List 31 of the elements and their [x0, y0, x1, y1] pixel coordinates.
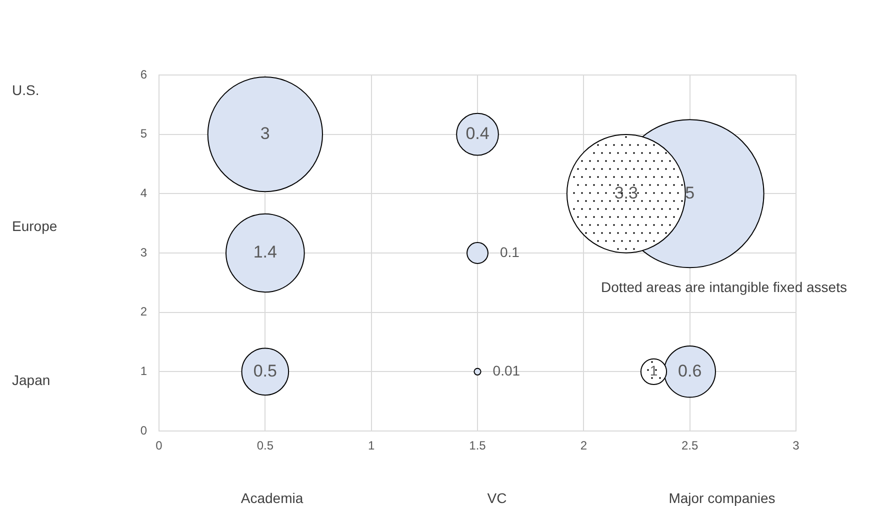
text: Academia — [240, 490, 304, 506]
text: Japan — [12, 372, 50, 388]
y-tick-label: 4 — [140, 186, 148, 200]
x-tick-label: 2.5 — [681, 438, 698, 453]
annotation: Dotted areas are intangible fixed assets — [601, 279, 847, 295]
y-tick-label: 3 — [140, 245, 148, 260]
x-tick-label: 1 — [368, 438, 375, 453]
text: U.S. — [12, 82, 40, 98]
annotation: 0.01 — [492, 362, 520, 379]
annotation: 3.3 — [614, 183, 638, 202]
text: Europe — [12, 218, 58, 234]
x-tick-label: 3 — [792, 438, 800, 453]
x-tick-label: 0 — [156, 438, 163, 453]
y-tick-label: 5 — [140, 126, 148, 141]
annotation: 0.5 — [253, 361, 277, 380]
y-tick-label: 1 — [140, 364, 148, 378]
y-tick-label: 0 — [140, 423, 148, 438]
text: VC — [487, 490, 507, 506]
x-tick-label: 2 — [580, 438, 588, 453]
y-tick-label: 2 — [140, 304, 148, 319]
annotation: 1.4 — [253, 242, 277, 262]
y-tick-label: 6 — [140, 67, 148, 82]
annotation: 1 — [650, 362, 658, 379]
annotation: 0.4 — [466, 124, 490, 144]
annotation: 5 — [685, 183, 695, 202]
x-tick-label: 1.5 — [469, 438, 486, 453]
annotation: 0.6 — [678, 361, 702, 380]
annotation: 0.1 — [500, 244, 520, 260]
x-tick-label: 0.5 — [256, 438, 274, 453]
text: Major companies — [668, 490, 776, 506]
annotation: 3 — [260, 124, 270, 144]
